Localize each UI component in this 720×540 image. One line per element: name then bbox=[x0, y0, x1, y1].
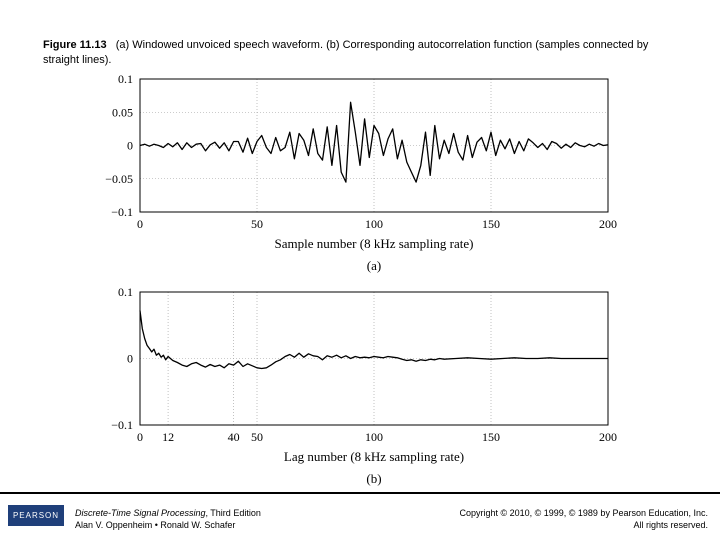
chart-b-x-tick-label: 12 bbox=[162, 430, 174, 444]
chart-a-series-line bbox=[139, 101, 609, 183]
book-edition: , Third Edition bbox=[205, 508, 261, 518]
chart-a-panel-label: (a) bbox=[367, 258, 381, 273]
chart-b-panel-label: (b) bbox=[366, 471, 381, 486]
chart-b-y-tick-label: 0 bbox=[127, 352, 133, 366]
chart-b-series-line bbox=[139, 310, 608, 370]
footer-divider bbox=[0, 492, 720, 494]
chart-a-axes-frame bbox=[139, 78, 609, 213]
chart-a-y-tick-label: −0.05 bbox=[105, 172, 133, 186]
book-authors: Alan V. Oppenheim • Ronald W. Schafer bbox=[75, 520, 236, 530]
chart-b-x-tick-label: 50 bbox=[251, 430, 263, 444]
book-info: Discrete-Time Signal Processing, Third E… bbox=[75, 507, 261, 531]
chart-a-x-tick-label: 0 bbox=[137, 217, 143, 231]
chart-b-x-tick-label: 150 bbox=[482, 430, 500, 444]
figure-caption: Figure 11.13 (a) Windowed unvoiced speec… bbox=[43, 38, 683, 68]
chart-a-y-tick-label: 0.1 bbox=[118, 72, 133, 86]
chart-b-x-tick-label: 0 bbox=[137, 430, 143, 444]
chart-b-x-tick-label: 100 bbox=[365, 430, 383, 444]
chart-a-y-tick-label: −0.1 bbox=[111, 205, 133, 219]
chart-b-axes-frame bbox=[139, 291, 609, 426]
chart-b-y-tick-label: −0.1 bbox=[111, 418, 133, 432]
chart-a-x-tick-label: 200 bbox=[599, 217, 617, 231]
rights-text: All rights reserved. bbox=[633, 520, 708, 530]
chart-b-x-axis-label: Lag number (8 kHz sampling rate) bbox=[284, 449, 464, 464]
chart-b-y-tick-label: 0.1 bbox=[118, 285, 133, 299]
copyright-text: Copyright © 2010, © 1999, © 1989 by Pear… bbox=[459, 508, 708, 518]
pearson-logo: PEARSON bbox=[8, 505, 64, 526]
chart-a-x-tick-label: 100 bbox=[365, 217, 383, 231]
chart-a-x-axis-label: Sample number (8 kHz sampling rate) bbox=[275, 236, 474, 251]
chart-a-x-tick-label: 150 bbox=[482, 217, 500, 231]
chart-b-x-tick-label: 200 bbox=[599, 430, 617, 444]
book-title: Discrete-Time Signal Processing bbox=[75, 508, 206, 518]
chart-a-y-tick-label: 0.05 bbox=[112, 105, 133, 119]
figure-caption-text: (a) Windowed unvoiced speech waveform. (… bbox=[43, 39, 649, 66]
copyright-info: Copyright © 2010, © 1999, © 1989 by Pear… bbox=[459, 507, 708, 531]
figure-plots: 0 50 100 150 200 −0.1 −0.05 0 0.05 0.1 Sample numb… bbox=[105, 72, 617, 486]
figure-label: Figure 11.13 bbox=[43, 39, 107, 51]
chart-b-x-tick-label: 40 bbox=[228, 430, 240, 444]
chart-a-x-tick-label: 50 bbox=[251, 217, 263, 231]
chart-a-y-tick-label: 0 bbox=[127, 139, 133, 153]
